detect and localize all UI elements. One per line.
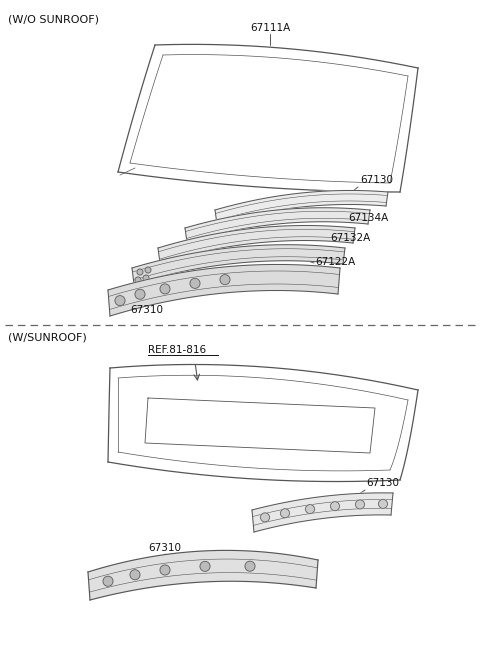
Text: 67130: 67130 — [360, 175, 393, 185]
Circle shape — [145, 267, 151, 273]
Text: (W/SUNROOF): (W/SUNROOF) — [8, 332, 87, 342]
Circle shape — [135, 277, 141, 283]
Polygon shape — [185, 208, 370, 242]
Circle shape — [137, 269, 143, 275]
Text: 67310: 67310 — [130, 305, 163, 315]
Text: 67122A: 67122A — [315, 257, 355, 267]
Circle shape — [143, 275, 149, 281]
Circle shape — [160, 284, 170, 294]
Circle shape — [200, 562, 210, 571]
Circle shape — [280, 509, 289, 518]
Circle shape — [220, 275, 230, 285]
Circle shape — [305, 504, 314, 514]
Text: 67132A: 67132A — [330, 233, 370, 243]
Polygon shape — [145, 398, 375, 453]
Circle shape — [190, 278, 200, 289]
Polygon shape — [108, 365, 418, 482]
Text: 67130: 67130 — [366, 478, 399, 488]
Polygon shape — [118, 45, 418, 192]
Polygon shape — [158, 226, 355, 263]
Text: 67111A: 67111A — [250, 23, 290, 33]
Circle shape — [245, 561, 255, 571]
Polygon shape — [215, 190, 388, 224]
Text: (W/O SUNROOF): (W/O SUNROOF) — [8, 14, 99, 24]
Text: REF.81-816: REF.81-816 — [148, 345, 206, 355]
Circle shape — [130, 569, 140, 580]
Circle shape — [103, 576, 113, 586]
Circle shape — [115, 296, 125, 306]
Text: 67134A: 67134A — [348, 213, 388, 223]
Circle shape — [135, 289, 145, 299]
Circle shape — [356, 500, 364, 509]
Circle shape — [379, 499, 387, 508]
Circle shape — [261, 513, 269, 522]
Polygon shape — [132, 245, 345, 284]
Polygon shape — [252, 493, 393, 532]
Polygon shape — [88, 550, 318, 600]
Circle shape — [331, 502, 339, 510]
Text: 67310: 67310 — [148, 543, 181, 553]
Circle shape — [160, 565, 170, 575]
Polygon shape — [108, 264, 340, 316]
